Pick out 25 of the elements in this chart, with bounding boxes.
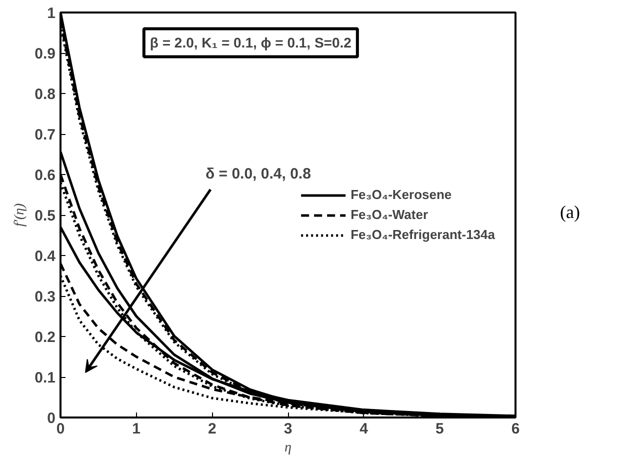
y-tick-label: 1 [47,5,56,22]
x-tick-label: 4 [360,420,369,438]
x-tick-label: 2 [208,420,216,438]
y-tick-label: 0.4 [34,248,56,265]
y-tick-label: 0.3 [34,288,56,306]
x-tick-label: 6 [511,420,520,438]
y-tick-label: 0.2 [34,329,56,346]
x-tick-label: 5 [435,420,444,438]
y-axis-title: f′(η) [12,203,28,227]
y-tick-label: 0.9 [34,46,56,62]
y-tick-label: 0.8 [34,86,56,103]
annotation: β = 2.0, K₁ = 0.1, ϕ = 0.1, S=0.2 [150,34,352,51]
annotation: δ = 0.0, 0.4, 0.8 [206,166,311,182]
y-tick-label: 0.6 [34,167,56,184]
x-tick-label: 1 [132,420,141,438]
y-tick-label: 0.5 [34,208,56,224]
legend-label: Fe₃O₄-Water [350,207,428,222]
x-tick-label: 3 [284,420,292,438]
y-tick-label: 0.1 [34,370,56,386]
text: (a) [560,201,580,224]
x-axis-title: η [284,440,292,456]
y-tick-label: 0.7 [34,126,56,144]
y-tick-label: 0 [47,410,56,427]
legend-label: Fe₃O₄-Kerosene [350,187,452,202]
legend-label: Fe₃O₄-Refrigerant-134a [350,227,495,242]
